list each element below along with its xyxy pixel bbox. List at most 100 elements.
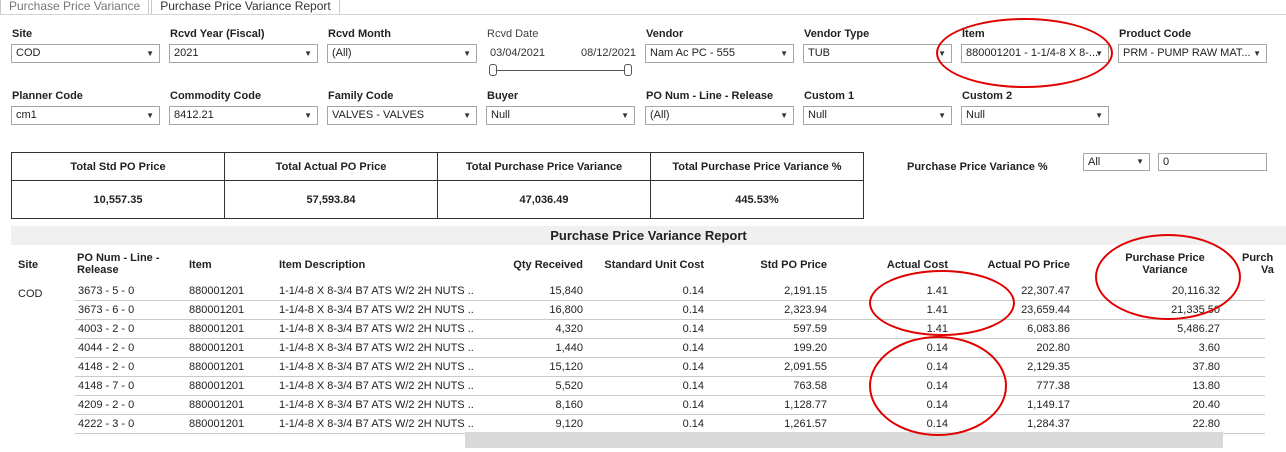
col-actual-po-price[interactable]: Actual PO Price (987, 259, 1070, 271)
item-description-cell: 1-1/4-8 X 8-3/4 B7 ATS W/2 2H NUTS .. (279, 304, 474, 316)
custom2-select[interactable]: Null ▼ (961, 106, 1109, 125)
vendor-type-label: Vendor Type (804, 28, 870, 40)
qty-received-cell: 8,160 (555, 399, 583, 411)
commodity-code-select[interactable]: 8412.21 ▼ (169, 106, 318, 125)
item-cell: 880001201 (189, 342, 245, 354)
col-standard-unit-cost[interactable]: Standard Unit Cost (604, 259, 704, 271)
col-site[interactable]: Site (18, 259, 39, 271)
chevron-down-icon: ▼ (146, 111, 154, 120)
family-code-label: Family Code (328, 90, 394, 102)
standard-unit-cost-cell: 0.14 (682, 380, 704, 392)
col-qty-received[interactable]: Qty Received (513, 259, 583, 271)
po-num-cell: 3673 - 5 - 0 (78, 285, 135, 297)
planner-code-select[interactable]: cm1 ▼ (11, 106, 160, 125)
item-cell: 880001201 (189, 323, 245, 335)
product-code-value: PRM - PUMP RAW MAT... (1123, 47, 1251, 59)
purchase-price-variance-cell: 13.80 (1192, 380, 1220, 392)
annotation-circle-ppv (1095, 234, 1241, 320)
std-po-price-cell: 763.58 (793, 380, 827, 392)
horizontal-scrollbar[interactable] (465, 432, 1223, 448)
item-description-cell: 1-1/4-8 X 8-3/4 B7 ATS W/2 2H NUTS .. (279, 285, 474, 297)
col-actual-cost[interactable]: Actual Cost (886, 259, 948, 271)
purchase-price-variance-cell: 37.80 (1192, 361, 1220, 373)
rcvd-date-start: 03/04/2021 (490, 47, 546, 59)
vendor-value: Nam Ac PC - 555 (650, 47, 735, 59)
ppv-percent-select[interactable]: All ▼ (1083, 153, 1150, 171)
buyer-select[interactable]: Null ▼ (486, 106, 635, 125)
col-std-po-price[interactable]: Std PO Price (760, 259, 827, 271)
col-item[interactable]: Item (189, 259, 212, 271)
standard-unit-cost-cell: 0.14 (682, 418, 704, 430)
site-value: COD (16, 47, 41, 59)
table-row[interactable]: 4003 - 2 - 0 880001201 1-1/4-8 X 8-3/4 B7 … (75, 320, 1265, 339)
family-code-select[interactable]: VALVES - VALVES ▼ (327, 106, 477, 125)
site-cell: COD (18, 288, 43, 300)
std-po-price-cell: 2,323.94 (784, 304, 827, 316)
total-ppv-percent: 445.53% (650, 180, 864, 219)
actual-po-price-cell: 202.80 (1036, 342, 1070, 354)
col-po-num-line1: PO Num - Line - (77, 252, 160, 264)
ppv-percent-input[interactable]: 0 (1158, 153, 1267, 171)
std-po-price-cell: 2,091.55 (784, 361, 827, 373)
summary-header: Total Purchase Price Variance % (650, 152, 864, 181)
standard-unit-cost-cell: 0.14 (682, 285, 704, 297)
annotation-circle-item (936, 18, 1113, 88)
po-num-cell: 4148 - 2 - 0 (78, 361, 135, 373)
col-truncated[interactable]: Purch Va (1242, 252, 1286, 276)
chevron-down-icon: ▼ (1253, 49, 1261, 58)
table-row[interactable]: 4148 - 7 - 0 880001201 1-1/4-8 X 8-3/4 B7 … (75, 377, 1265, 396)
commodity-code-value: 8412.21 (174, 109, 214, 121)
actual-po-price-cell: 23,659.44 (1021, 304, 1070, 316)
col-item-description[interactable]: Item Description (279, 259, 366, 271)
col-po-num-line2: Release (77, 264, 119, 276)
col-truncated-line2: Va (1261, 264, 1274, 276)
std-po-price-cell: 597.59 (793, 323, 827, 335)
custom1-select[interactable]: Null ▼ (803, 106, 952, 125)
item-description-cell: 1-1/4-8 X 8-3/4 B7 ATS W/2 2H NUTS .. (279, 380, 474, 392)
qty-received-cell: 9,120 (555, 418, 583, 430)
standard-unit-cost-cell: 0.14 (682, 361, 704, 373)
item-cell: 880001201 (189, 361, 245, 373)
po-num-select[interactable]: (All) ▼ (645, 106, 794, 125)
rcvd-date-slider-end-handle[interactable] (624, 64, 632, 76)
col-truncated-line1: Purch (1242, 252, 1274, 264)
std-po-price-cell: 1,128.77 (784, 399, 827, 411)
table-row[interactable]: 4209 - 2 - 0 880001201 1-1/4-8 X 8-3/4 B7 … (75, 396, 1265, 415)
table-row[interactable]: 3673 - 6 - 0 880001201 1-1/4-8 X 8-3/4 B7 … (75, 301, 1265, 320)
site-select[interactable]: COD ▼ (11, 44, 160, 63)
rcvd-date-slider-start-handle[interactable] (489, 64, 497, 76)
total-ppv: 47,036.49 (437, 180, 651, 219)
actual-po-price-cell: 1,284.37 (1027, 418, 1070, 430)
tab-purchase-price-variance[interactable]: Purchase Price Variance (0, 0, 150, 15)
qty-received-cell: 4,320 (555, 323, 583, 335)
vendor-type-select[interactable]: TUB ▼ (803, 44, 952, 63)
rcvd-year-select[interactable]: 2021 ▼ (169, 44, 318, 63)
standard-unit-cost-cell: 0.14 (682, 323, 704, 335)
po-num-cell: 4148 - 7 - 0 (78, 380, 135, 392)
rcvd-date-slider-track[interactable] (494, 70, 628, 71)
table-row[interactable]: 3673 - 5 - 0 880001201 1-1/4-8 X 8-3/4 B7 … (75, 282, 1265, 301)
po-num-cell: 4003 - 2 - 0 (78, 323, 135, 335)
chevron-down-icon: ▼ (304, 111, 312, 120)
ppv-percent-label: Purchase Price Variance % (907, 161, 1048, 173)
vendor-select[interactable]: Nam Ac PC - 555 ▼ (645, 44, 794, 63)
po-num-cell: 3673 - 6 - 0 (78, 304, 135, 316)
custom2-value: Null (966, 109, 985, 121)
annotation-circle-actual-cost-low (869, 336, 1007, 436)
item-description-cell: 1-1/4-8 X 8-3/4 B7 ATS W/2 2H NUTS .. (279, 418, 474, 430)
col-po-num[interactable]: PO Num - Line - Release (77, 252, 160, 276)
chevron-down-icon: ▼ (621, 111, 629, 120)
tab-purchase-price-variance-report[interactable]: Purchase Price Variance Report (151, 0, 340, 15)
item-cell: 880001201 (189, 285, 245, 297)
actual-po-price-cell: 777.38 (1036, 380, 1070, 392)
product-code-select[interactable]: PRM - PUMP RAW MAT... ▼ (1118, 44, 1267, 63)
annotation-circle-actual-cost-high (869, 270, 1015, 336)
planner-code-value: cm1 (16, 109, 37, 121)
table-row[interactable]: 4148 - 2 - 0 880001201 1-1/4-8 X 8-3/4 B7 … (75, 358, 1265, 377)
chevron-down-icon: ▼ (1136, 157, 1144, 166)
rcvd-month-select[interactable]: (All) ▼ (327, 44, 477, 63)
rcvd-month-value: (All) (332, 47, 352, 59)
rcvd-month-label: Rcvd Month (328, 28, 391, 40)
item-cell: 880001201 (189, 304, 245, 316)
table-row[interactable]: 4044 - 2 - 0 880001201 1-1/4-8 X 8-3/4 B7 … (75, 339, 1265, 358)
